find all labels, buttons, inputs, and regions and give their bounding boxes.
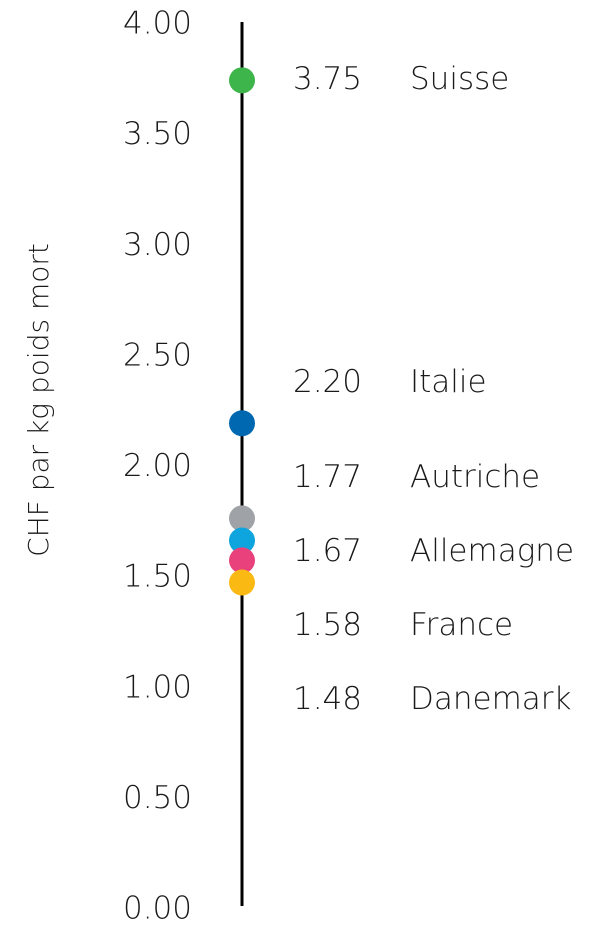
category-label: Suisse: [410, 61, 509, 97]
y-tick-label: 0.50: [123, 780, 192, 816]
dot: [229, 410, 255, 437]
y-tick-label: 2.00: [123, 448, 192, 484]
y-tick-label: 4.00: [123, 6, 192, 42]
y-tick-label: 2.50: [123, 337, 192, 373]
y-tick-label: 1.00: [123, 669, 192, 705]
value-label: 2.20: [293, 364, 362, 400]
category-label: Autriche: [410, 459, 540, 495]
dot: [229, 547, 255, 574]
dot: [229, 67, 255, 94]
y-tick-label: 3.50: [123, 116, 192, 152]
category-label: France: [410, 607, 513, 643]
y-tick-label: 3.00: [123, 227, 192, 263]
value-label: 3.75: [293, 61, 362, 97]
category-label: Danemark: [410, 681, 571, 717]
dot: [229, 505, 255, 532]
y-tick-label: 1.50: [123, 559, 192, 595]
value-label: 1.77: [293, 459, 362, 495]
category-label: Italie: [410, 364, 487, 400]
dot: [229, 527, 255, 554]
value-label: 1.67: [293, 533, 362, 569]
y-axis-title: CHF par kg poids mort: [22, 243, 55, 557]
value-label: 1.58: [293, 607, 362, 643]
category-label: Allemagne: [410, 533, 574, 569]
dot: [229, 569, 255, 596]
y-tick-label: 0.00: [123, 891, 192, 925]
value-label: 1.48: [293, 681, 362, 717]
